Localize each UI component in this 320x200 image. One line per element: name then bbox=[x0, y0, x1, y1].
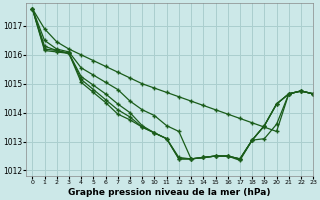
X-axis label: Graphe pression niveau de la mer (hPa): Graphe pression niveau de la mer (hPa) bbox=[68, 188, 271, 197]
